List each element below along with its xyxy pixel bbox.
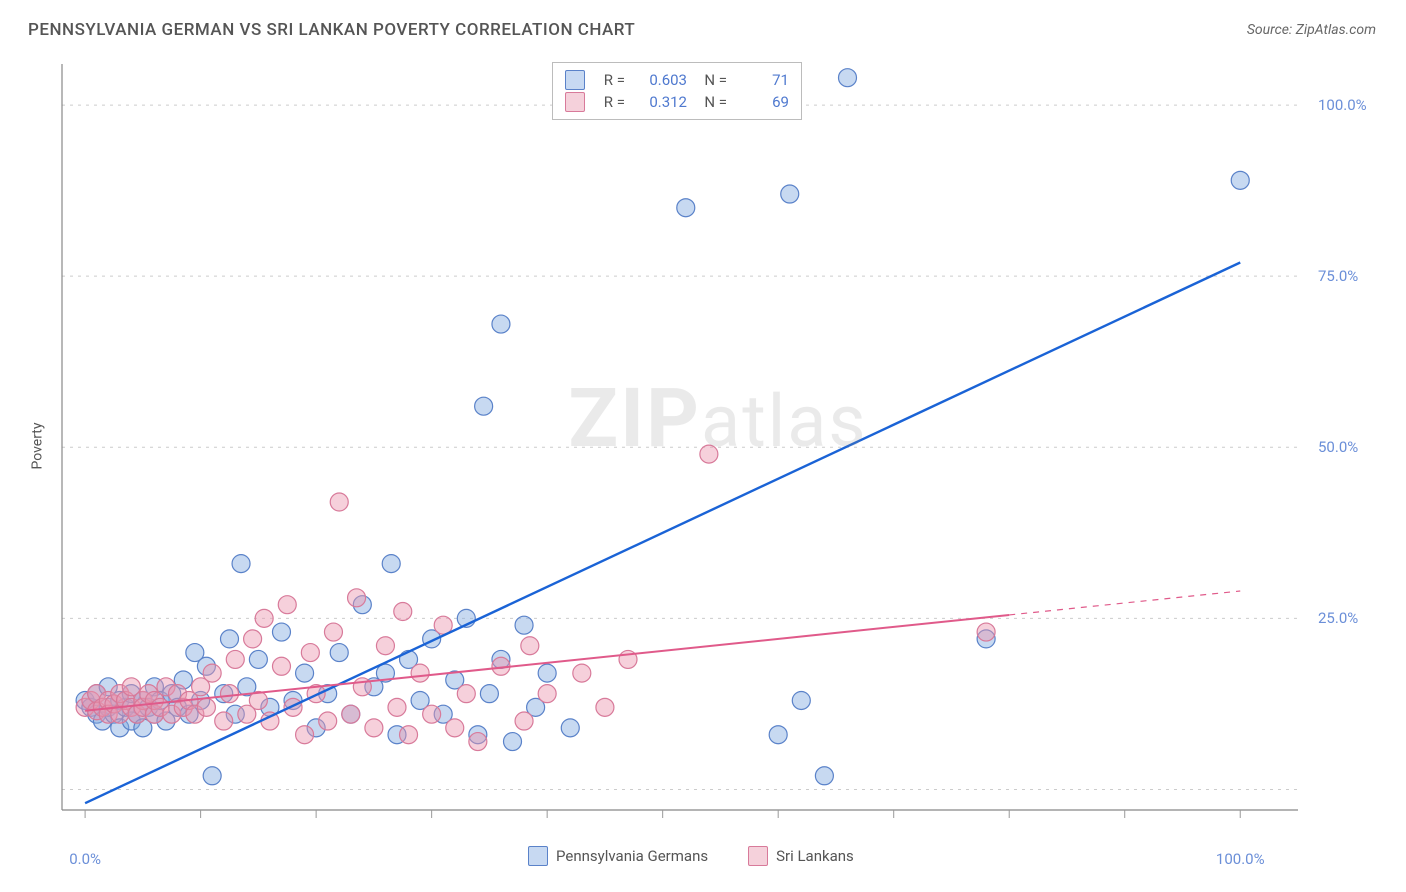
scatter-plot: ZIPatlas R = 0.603 N = 71 R = 0.312 N = …	[58, 60, 1378, 840]
n-value-pink: 69	[737, 91, 789, 113]
n-label: N =	[697, 91, 727, 113]
series-legend: Pennsylvania Germans Sri Lankans	[528, 846, 854, 866]
legend-item: Pennsylvania Germans	[528, 846, 708, 866]
source-value: ZipAtlas.com	[1296, 22, 1376, 38]
legend-row-blue: R = 0.603 N = 71	[565, 69, 789, 91]
source-attribution: Source: ZipAtlas.com	[1247, 22, 1376, 38]
y-tick-label: 75.0%	[1318, 267, 1358, 285]
square-icon	[565, 92, 585, 112]
y-axis-label: Poverty	[30, 422, 46, 469]
correlation-legend: R = 0.603 N = 71 R = 0.312 N = 69	[552, 62, 802, 120]
square-icon	[565, 70, 585, 90]
r-label: R =	[595, 69, 625, 91]
y-tick-label: 25.0%	[1318, 609, 1358, 627]
square-icon	[528, 846, 548, 866]
r-value-pink: 0.312	[635, 91, 687, 113]
x-tick-label: 100.0%	[1216, 850, 1265, 868]
square-icon	[748, 846, 768, 866]
legend-label: Sri Lankans	[776, 847, 854, 865]
n-value-blue: 71	[737, 69, 789, 91]
r-label: R =	[595, 91, 625, 113]
legend-label: Pennsylvania Germans	[556, 847, 708, 865]
legend-item: Sri Lankans	[748, 846, 854, 866]
r-value-blue: 0.603	[635, 69, 687, 91]
source-label: Source:	[1247, 22, 1292, 38]
y-tick-label: 100.0%	[1318, 96, 1367, 114]
plot-svg	[58, 60, 1378, 840]
chart-title: PENNSYLVANIA GERMAN VS SRI LANKAN POVERT…	[28, 20, 635, 40]
legend-row-pink: R = 0.312 N = 69	[565, 91, 789, 113]
y-tick-label: 50.0%	[1318, 438, 1358, 456]
x-tick-label: 0.0%	[69, 850, 101, 868]
n-label: N =	[697, 69, 727, 91]
